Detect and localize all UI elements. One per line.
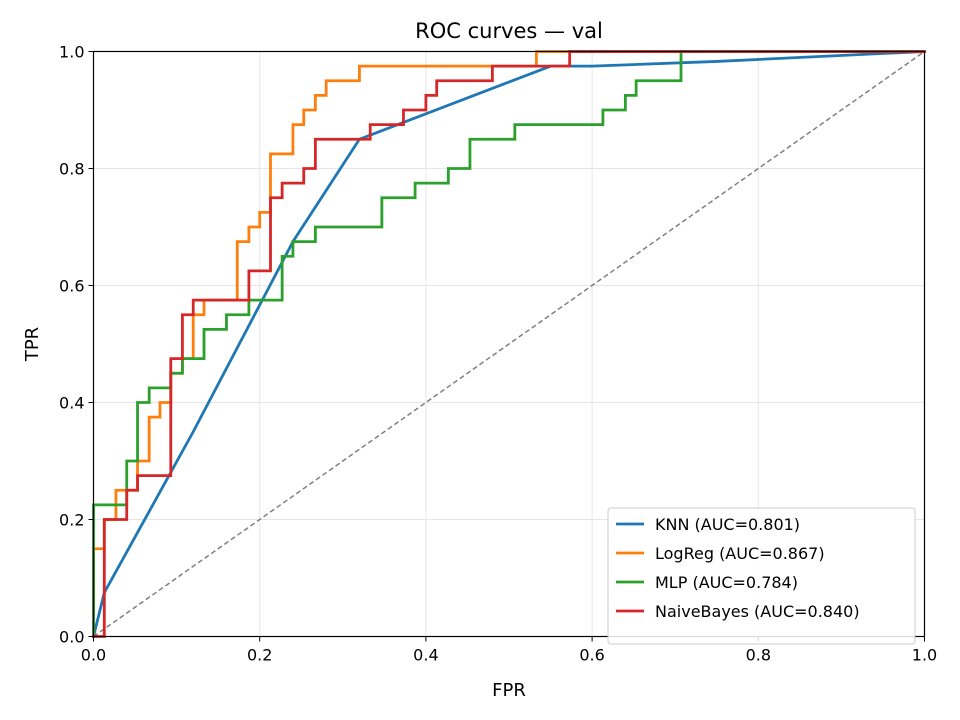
grid-lines bbox=[93, 51, 925, 637]
y-tick-label: 0.0 bbox=[59, 628, 84, 647]
y-tick-label: 0.4 bbox=[59, 394, 84, 413]
legend-label: MLP (AUC=0.784) bbox=[655, 573, 798, 592]
x-tick-label: 1.0 bbox=[912, 646, 937, 665]
y-axis-label: TPR bbox=[22, 327, 43, 362]
x-tick-label: 0.0 bbox=[81, 646, 106, 665]
legend-label: LogReg (AUC=0.867) bbox=[655, 544, 825, 563]
legend-box bbox=[607, 507, 916, 645]
roc-line-series-3 bbox=[92, 50, 926, 638]
legend-label: KNN (AUC=0.801) bbox=[655, 515, 800, 534]
plot-frame bbox=[92, 50, 926, 638]
x-axis-label: FPR bbox=[492, 680, 526, 701]
x-tick-label: 0.6 bbox=[579, 646, 604, 665]
y-tick-label: 0.6 bbox=[59, 277, 84, 296]
y-tick-label: 0.8 bbox=[59, 160, 84, 179]
x-tick-label: 0.8 bbox=[746, 646, 771, 665]
roc-line-series-2 bbox=[92, 50, 926, 638]
y-tick-label: 1.0 bbox=[59, 43, 84, 62]
x-tick-label: 0.2 bbox=[247, 646, 272, 665]
legend-label: NaiveBayes (AUC=0.840) bbox=[655, 602, 860, 621]
legend: KNN (AUC=0.801) LogReg (AUC=0.867) MLP (AU… bbox=[607, 507, 916, 645]
chance-diagonal bbox=[93, 50, 925, 638]
y-axis-ticks: 0.0 0.2 0.4 0.6 0.8 1.0 bbox=[59, 43, 94, 647]
y-tick-label: 0.2 bbox=[59, 511, 84, 530]
chart-title: ROC curves — val bbox=[415, 19, 603, 43]
chance-diagonal-line bbox=[93, 50, 925, 638]
roc-series-group bbox=[91, 50, 926, 639]
x-axis-ticks: 0.0 0.2 0.4 0.6 0.8 1.0 bbox=[81, 636, 937, 665]
x-tick-label: 0.4 bbox=[413, 646, 438, 665]
